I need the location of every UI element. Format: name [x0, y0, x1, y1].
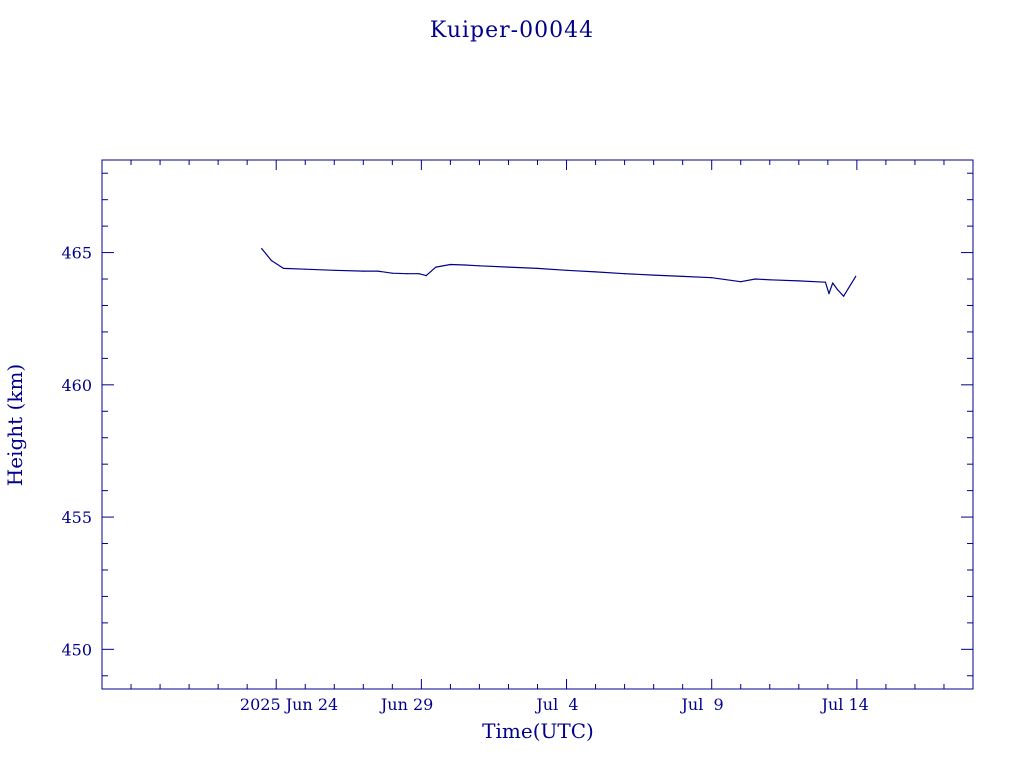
data-point [464, 264, 466, 266]
data-point [507, 266, 510, 268]
data-point [449, 263, 451, 266]
y-tick-label: 460 [61, 376, 92, 395]
data-point [832, 282, 834, 284]
y-tick-label: 455 [61, 508, 92, 527]
data-point [682, 275, 684, 277]
x-tick-label: 2025 Jun 24 [240, 695, 338, 714]
x-axis-tick-labels: 2025 Jun 24 Jun 29 Jul 4 Jul 9 Jul 14 [240, 695, 869, 714]
data-point [653, 274, 655, 276]
data-point [565, 269, 568, 271]
data-point [362, 270, 364, 272]
data-point [754, 278, 756, 280]
data-point [261, 248, 263, 250]
y-axis-ticks [102, 172, 973, 677]
data-point [282, 267, 285, 269]
data-point [304, 268, 306, 270]
data-point [391, 272, 393, 274]
data-point [740, 281, 742, 283]
x-tick-label: Jun 29 [379, 695, 433, 714]
x-axis-label: Time(UTC) [482, 719, 594, 743]
data-point [836, 289, 839, 291]
data-point [406, 273, 408, 275]
data-point [824, 281, 827, 283]
series-points [261, 248, 857, 297]
plot-frame [101, 159, 974, 690]
y-axis-tick-labels: 450 455 460 465 [61, 244, 92, 660]
data-point [333, 269, 335, 271]
data-point [828, 293, 830, 295]
data-point [798, 280, 800, 282]
data-point [711, 277, 713, 279]
data-point [425, 275, 427, 277]
data-point [624, 273, 626, 275]
data-point [377, 270, 379, 272]
chart-title: Kuiper-00044 [430, 18, 594, 43]
data-point [595, 271, 597, 273]
data-point [270, 259, 272, 262]
data-point [418, 273, 420, 275]
data-point [536, 267, 539, 269]
data-point [855, 275, 857, 277]
x-tick-label: Jul 14 [820, 695, 869, 714]
y-tick-label: 465 [61, 244, 92, 263]
data-point [843, 295, 845, 297]
x-tick-label: Jul 9 [680, 695, 724, 714]
series-line-height [261, 248, 857, 297]
x-axis-ticks [130, 160, 945, 689]
y-tick-label: 450 [61, 640, 92, 659]
data-point [478, 265, 480, 267]
y-axis-label: Height (km) [3, 364, 27, 486]
x-tick-label: Jul 4 [534, 695, 578, 714]
data-point [435, 266, 437, 268]
data-point [769, 279, 771, 281]
